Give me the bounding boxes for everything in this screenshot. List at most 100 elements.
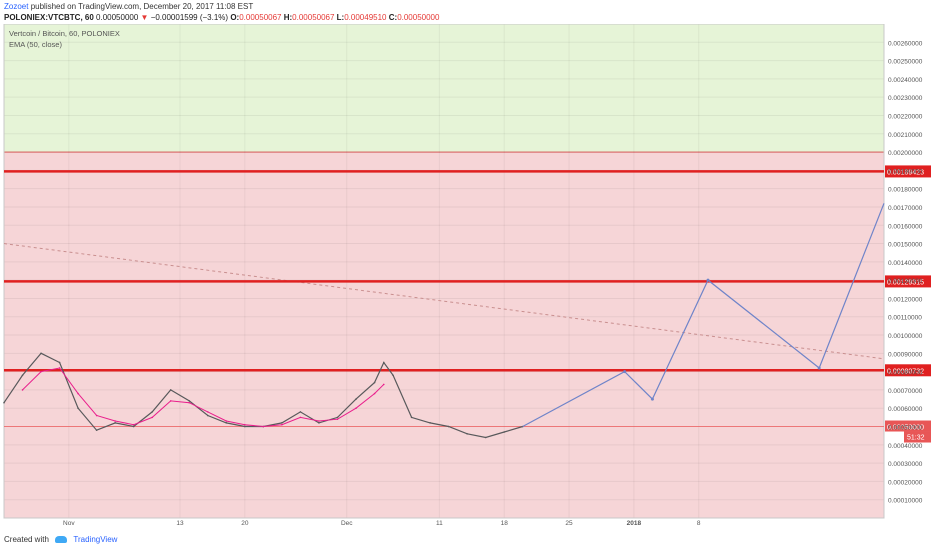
trendline — [3, 243, 885, 360]
projection-point — [623, 370, 627, 374]
ema-point — [262, 425, 265, 428]
price-point — [299, 411, 302, 413]
ema-point — [336, 418, 339, 421]
ema-point — [355, 407, 357, 410]
x-tick-label: Nov — [63, 520, 75, 527]
chart-title: Vertcoin / Bitcoin, 60, POLONIEX — [9, 29, 120, 38]
price-point — [466, 433, 468, 435]
countdown-bg — [904, 431, 931, 443]
y-tick-label: 0.00230000 — [888, 95, 923, 102]
projection-point — [650, 397, 654, 401]
price-point — [382, 361, 385, 364]
level-label: 0.00080732 — [887, 368, 924, 375]
y-tick-label: 0.00260000 — [888, 40, 923, 47]
ema-point — [299, 416, 302, 419]
price-point — [410, 416, 413, 419]
tradingview-logo-icon — [55, 536, 68, 544]
price-point — [114, 422, 116, 424]
y-tick-label: 0.00190000 — [888, 168, 923, 175]
high-value: 0.00050067 — [292, 13, 335, 22]
ema-point — [21, 389, 24, 391]
ema-point — [151, 416, 154, 419]
price-point — [151, 411, 154, 413]
price-label: 0.00050000 — [887, 425, 924, 432]
price-point — [169, 389, 172, 391]
price-point — [206, 414, 209, 417]
x-tick-label: 8 — [697, 520, 701, 527]
price-point — [77, 407, 79, 410]
countdown-label: 51:32 — [907, 435, 925, 442]
y-tick-label: 0.00180000 — [888, 187, 923, 194]
level-label-bg — [885, 275, 931, 288]
price-point — [40, 352, 42, 355]
y-tick-label: 0.00070000 — [888, 388, 923, 395]
y-tick-label: 0.00030000 — [888, 461, 923, 468]
y-tick-label: 0.00110000 — [888, 315, 922, 322]
ema-point — [77, 392, 79, 395]
y-tick-label: 0.00130000 — [888, 278, 923, 285]
close-label: C: — [388, 13, 398, 22]
y-tick-label: 0.00160000 — [888, 223, 923, 230]
x-tick-label: Dec — [341, 520, 353, 527]
y-tick-label: 0.00050000 — [888, 425, 923, 432]
open-label: O: — [230, 13, 240, 22]
price-point — [318, 422, 320, 424]
y-tick-label: 0.00250000 — [888, 59, 923, 66]
close-value: 0.00050000 — [397, 13, 440, 22]
level-label: 0.00129315 — [887, 279, 924, 286]
ema-point — [206, 411, 209, 413]
indicator-label: EMA (50, close) — [9, 40, 62, 49]
ema-point — [244, 423, 246, 426]
price-point — [244, 425, 246, 428]
price-point — [281, 422, 283, 424]
ema-point — [95, 414, 98, 417]
price-point — [484, 436, 487, 439]
level-label-bg — [885, 364, 931, 377]
ema-point — [373, 392, 376, 395]
price-point — [132, 425, 135, 428]
y-tick-label: 0.00140000 — [888, 260, 923, 267]
ema-point — [281, 423, 283, 426]
price-point — [225, 422, 228, 424]
price-point — [373, 381, 376, 384]
x-tick-label: 13 — [176, 520, 184, 527]
price-point — [95, 429, 98, 431]
x-tick-label: 11 — [436, 520, 443, 527]
low-value: 0.00049510 — [344, 13, 387, 22]
x-tick-label: 18 — [501, 520, 509, 527]
high-label: H: — [283, 13, 293, 22]
y-tick-label: 0.00200000 — [888, 150, 923, 157]
y-tick-label: 0.00210000 — [888, 132, 923, 139]
price-point — [503, 431, 506, 433]
ema-point — [382, 383, 385, 386]
price-point — [188, 400, 191, 402]
y-tick-label: 0.00060000 — [888, 406, 923, 413]
ema-point — [169, 400, 172, 402]
footer: Created with TradingView — [4, 535, 117, 544]
ema-point — [58, 367, 61, 369]
price-series-line — [3, 352, 523, 439]
price-point — [58, 361, 61, 364]
symbol-info: POLONIEX:VTCBTC, 60 0.00050000 ▼ −0.0000… — [4, 13, 439, 22]
y-tick-label: 0.00090000 — [888, 351, 923, 358]
chart-frame — [3, 24, 885, 519]
tradingview-link[interactable]: TradingView — [73, 535, 118, 544]
low-label: L: — [336, 13, 345, 22]
price-point — [21, 374, 24, 377]
price-point — [447, 425, 450, 428]
ema-point — [318, 420, 320, 422]
symbol-label: POLONIEX:VTCBTC, 60 — [4, 13, 94, 22]
price-point — [336, 416, 339, 419]
published-text: published on TradingView.com, December 2… — [30, 2, 254, 11]
y-tick-label: 0.00010000 — [888, 498, 923, 505]
author-link[interactable]: Zozoet — [4, 2, 29, 11]
y-tick-label: 0.00120000 — [888, 296, 923, 303]
ema-point — [114, 420, 116, 422]
y-tick-label: 0.00220000 — [888, 113, 923, 120]
ema-point — [188, 401, 191, 404]
y-tick-label: 0.00240000 — [888, 77, 923, 84]
price-chart[interactable]: 0.00189423 0.00129315 0.00080732 0.00050000… — [0, 24, 932, 532]
level-label-bg — [885, 165, 931, 178]
y-tick-label: 0.00100000 — [888, 333, 923, 340]
change-arrow-icon: ▼ — [140, 13, 149, 22]
